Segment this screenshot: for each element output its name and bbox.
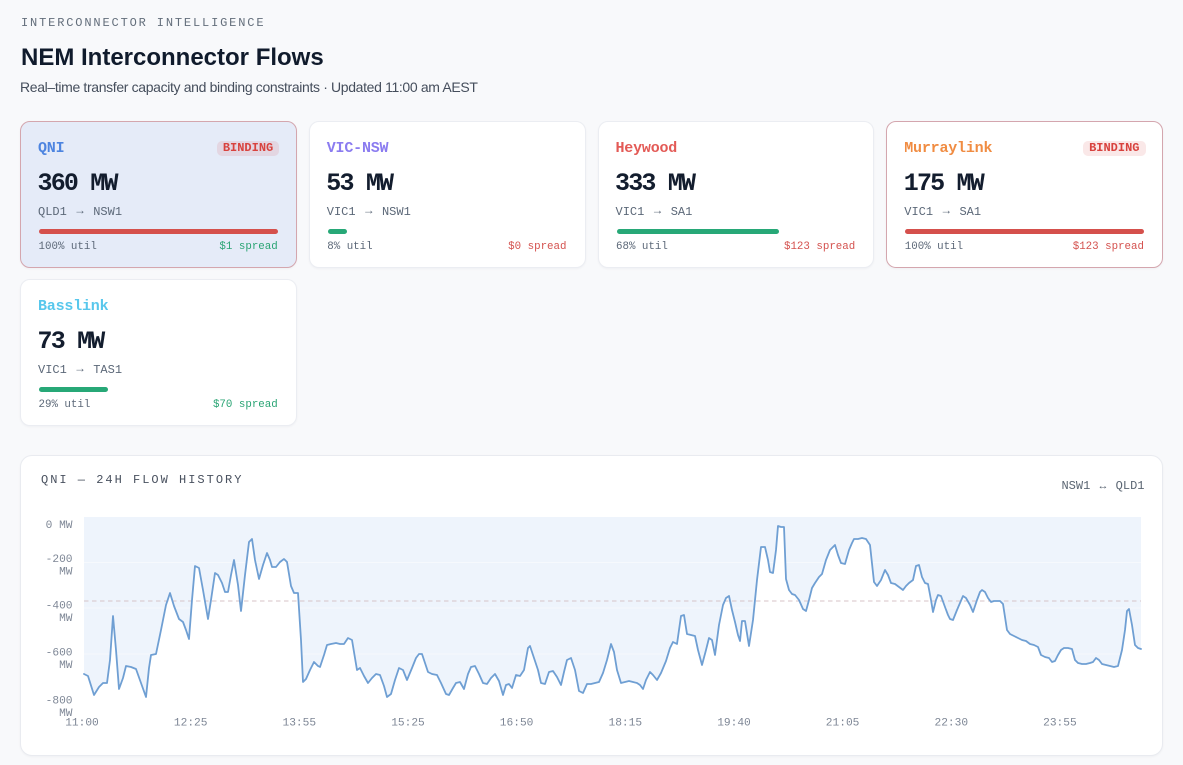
- svg-text:16:50: 16:50: [500, 718, 534, 730]
- svg-text:21:05: 21:05: [826, 718, 860, 730]
- svg-text:MW: MW: [59, 567, 73, 579]
- svg-text:15:25: 15:25: [391, 718, 425, 730]
- svg-text:-800: -800: [46, 696, 73, 708]
- svg-text:19:40: 19:40: [717, 718, 751, 730]
- svg-text:-200: -200: [46, 554, 73, 566]
- svg-text:18:15: 18:15: [609, 718, 643, 730]
- svg-text:MW: MW: [59, 613, 73, 625]
- svg-text:11:00: 11:00: [65, 718, 99, 730]
- svg-text:13:55: 13:55: [283, 718, 317, 730]
- svg-text:12:25: 12:25: [174, 718, 208, 730]
- svg-text:0 MW: 0 MW: [46, 520, 73, 532]
- svg-text:MW: MW: [59, 660, 73, 672]
- svg-text:-600: -600: [46, 648, 73, 660]
- svg-text:MW: MW: [59, 708, 73, 720]
- svg-text:-400: -400: [46, 601, 73, 613]
- svg-text:23:55: 23:55: [1043, 718, 1077, 730]
- svg-text:22:30: 22:30: [935, 718, 969, 730]
